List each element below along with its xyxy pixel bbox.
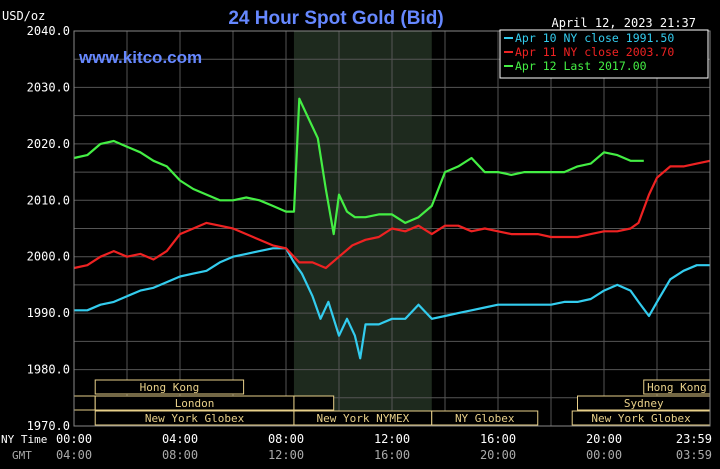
session-label: Sydney xyxy=(624,397,664,410)
y-tick-label: 2030.0 xyxy=(27,80,70,94)
legend-entry: Apr 10 NY close 1991.50 xyxy=(515,31,674,45)
y-tick-label: 2010.0 xyxy=(27,193,70,207)
y-tick-label: 1990.0 xyxy=(27,306,70,320)
x-tick-label-ny: 04:00 xyxy=(162,432,198,446)
session-label: NY Globex xyxy=(455,412,515,425)
y-tick-label: 1980.0 xyxy=(27,363,70,377)
timestamp: April 12, 2023 21:37 xyxy=(552,16,697,30)
x-tick-label-gmt: 08:00 xyxy=(162,448,198,462)
x-tick-label-gmt: 04:00 xyxy=(56,448,92,462)
session-label: London xyxy=(175,397,215,410)
x-tick-labels: 00:00 04:00 08:00 12:00 16:00 20:00 23:59 04:00… xyxy=(56,432,712,462)
y-tick-label: 1970.0 xyxy=(27,419,70,433)
x-tick-label-ny: 20:00 xyxy=(586,432,622,446)
x-tick-label-gmt: 12:00 xyxy=(268,448,304,462)
x-tick-label-ny: 16:00 xyxy=(480,432,516,446)
y-axis-unit-label: USD/oz xyxy=(2,9,45,23)
x-tick-label-gmt: 03:59 xyxy=(676,448,712,462)
x-tick-label-gmt: 16:00 xyxy=(374,448,410,462)
y-tick-label: 2020.0 xyxy=(27,137,70,151)
chart-title: 24 Hour Spot Gold (Bid) xyxy=(228,8,443,29)
session-label: New York Globex xyxy=(591,412,691,425)
x-axis-label-gmt: GMT xyxy=(12,449,32,462)
x-tick-label-gmt: 00:00 xyxy=(586,448,622,462)
x-tick-label-ny: 23:59 xyxy=(676,432,712,446)
session-label: New York NYMEX xyxy=(316,412,409,425)
x-tick-label-gmt: 20:00 xyxy=(480,448,516,462)
y-tick-labels: 2040.0 2030.0 2020.0 2010.0 2000.0 1990.0 1980… xyxy=(27,24,70,433)
session-bar xyxy=(74,396,95,410)
x-tick-label-ny: 12:00 xyxy=(374,432,410,446)
legend-entry: Apr 12 Last 2017.00 xyxy=(515,59,647,73)
y-tick-label: 2040.0 xyxy=(27,24,70,38)
x-axis-label-ny: NY Time xyxy=(1,433,47,446)
session-label: Hong Kong xyxy=(140,381,200,394)
session-label: New York Globex xyxy=(145,412,245,425)
y-tick-label: 2000.0 xyxy=(27,250,70,264)
session-label: Hong Kong xyxy=(647,381,707,394)
x-tick-label-ny: 08:00 xyxy=(268,432,304,446)
legend-entry: Apr 11 NY close 2003.70 xyxy=(515,45,674,59)
session-bar xyxy=(294,396,334,410)
watermark: www.kitco.com xyxy=(78,48,202,67)
x-tick-label-ny: 00:00 xyxy=(56,432,92,446)
